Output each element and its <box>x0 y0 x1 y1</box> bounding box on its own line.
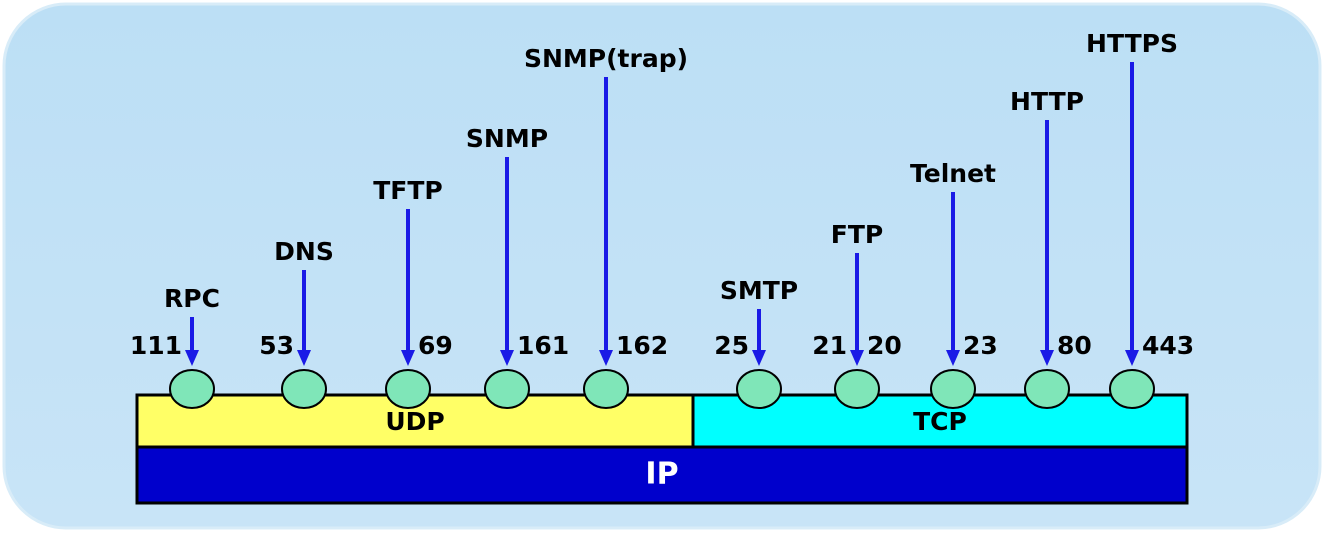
service-name: SNMP <box>466 124 548 153</box>
arrow-head <box>599 350 613 366</box>
service-name: SNMP(trap) <box>524 44 688 73</box>
arrow-head <box>946 350 960 366</box>
service-name: RPC <box>164 284 220 313</box>
arrow-head <box>297 350 311 366</box>
service-name: SMTP <box>720 276 798 305</box>
port-number: 443 <box>1142 331 1194 360</box>
port-circle <box>1024 369 1070 409</box>
port-circle <box>834 369 880 409</box>
service-name: DNS <box>274 237 334 266</box>
arrow-head <box>401 350 415 366</box>
service-name: HTTP <box>1010 87 1084 116</box>
tcp-label: TCP <box>913 407 967 436</box>
port-circle <box>583 369 629 409</box>
ip-label: IP <box>645 457 678 492</box>
port-number: 111 <box>130 331 182 360</box>
port-number: 162 <box>616 331 668 360</box>
arrow-head <box>752 350 766 366</box>
arrow-head <box>1125 350 1139 366</box>
port-number: 161 <box>517 331 569 360</box>
port-circle <box>930 369 976 409</box>
port-number: 20 <box>867 331 902 360</box>
ip-layer <box>135 445 1189 505</box>
port-number: 21 <box>812 331 847 360</box>
service-name: FTP <box>831 220 883 249</box>
port-circle <box>1109 369 1155 409</box>
udp-label: UDP <box>385 407 444 436</box>
service-name: TFTP <box>373 176 443 205</box>
port-circle <box>281 369 327 409</box>
service-name: Telnet <box>910 159 996 188</box>
port-circle <box>736 369 782 409</box>
port-circle <box>169 369 215 409</box>
port-circle <box>484 369 530 409</box>
port-number: 69 <box>418 331 453 360</box>
arrow-head <box>500 350 514 366</box>
arrow-head <box>850 350 864 366</box>
port-number: 53 <box>259 331 294 360</box>
arrow-head <box>185 350 199 366</box>
port-circle <box>385 369 431 409</box>
port-number: 80 <box>1057 331 1092 360</box>
service-name: HTTPS <box>1086 29 1178 58</box>
port-number: 25 <box>714 331 749 360</box>
arrow-head <box>1040 350 1054 366</box>
port-number: 23 <box>963 331 998 360</box>
